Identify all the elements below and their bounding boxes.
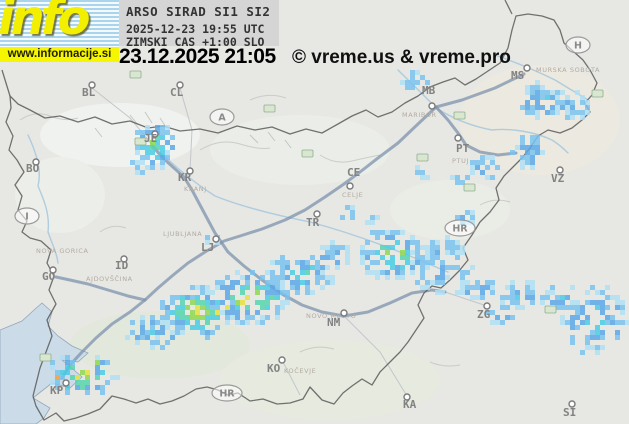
road-shield: [591, 89, 604, 98]
road-shield: [39, 353, 52, 362]
place-name: LJUBLJANA: [163, 230, 202, 238]
city-marker: [62, 379, 70, 387]
country-badge-label: A: [218, 113, 226, 124]
road-shield: [463, 183, 476, 192]
city-marker: [568, 400, 576, 408]
country-badge-oval: [211, 384, 243, 402]
slovenia-border: [5, 13, 598, 422]
station-title: ARSO SIRAD SI1 SI2: [126, 4, 271, 19]
city-marker: [346, 182, 354, 190]
place-name: NOVO MESTO: [306, 312, 356, 320]
info-logo[interactable]: info: [0, 0, 119, 47]
city-marker: [556, 166, 564, 174]
city-label: ID: [115, 259, 129, 272]
road-shield: [263, 104, 276, 113]
country-badge-oval: [444, 219, 476, 237]
road-shield: [544, 305, 557, 314]
city-label: CE: [347, 166, 360, 179]
country-badge-label: HR: [219, 389, 235, 400]
informacije-link[interactable]: www.informacije.si: [0, 47, 119, 62]
city-label: PT: [456, 142, 470, 155]
place-name: NOVA GORICA: [36, 247, 89, 255]
city-label: VŽ: [551, 172, 565, 185]
city-label: MS: [511, 69, 524, 82]
city-label: KR: [178, 171, 192, 184]
city-marker: [32, 158, 40, 166]
place-name: KRANJ: [184, 185, 207, 193]
city-label: KA: [403, 398, 417, 411]
city-marker: [483, 302, 491, 310]
country-badges-layer: I A H HR HR: [14, 36, 591, 402]
city-marker: [278, 356, 286, 364]
city-label: CL: [170, 86, 184, 99]
city-label: KP: [50, 384, 64, 397]
city-marker: [212, 235, 220, 243]
city-label: BL: [82, 86, 96, 99]
radar-header: ARSO SIRAD SI1 SI2 2025-12-23 19:55 UTC …: [119, 0, 279, 49]
road-shields-layer: [39, 70, 604, 362]
city-label: NM: [327, 316, 341, 329]
country-badge-oval: [14, 207, 40, 225]
city-marker: [454, 134, 462, 142]
place-name: CELJE: [342, 191, 363, 199]
city-label: LJ: [201, 241, 214, 254]
country-badge-label: I: [25, 212, 29, 223]
road-shield: [134, 137, 147, 146]
place-name: MURSKA SOBOTA: [536, 66, 600, 74]
city-marker: [49, 266, 57, 274]
place-name: MARIBOR: [402, 111, 437, 119]
info-logo-text: info: [0, 0, 91, 46]
road-shield: [416, 153, 429, 162]
road-shield: [453, 111, 466, 120]
city-label: KO: [267, 362, 281, 375]
city-marker: [340, 309, 348, 317]
country-badge-oval: [565, 36, 591, 54]
radar-echo-layer: [50, 70, 629, 395]
place-name: AJDOVŠČINA: [86, 274, 133, 283]
city-marker: [186, 167, 194, 175]
city-label: JE: [144, 132, 157, 145]
city-marker: [88, 81, 96, 89]
city-label: TR: [306, 216, 320, 229]
city-label: SI: [563, 406, 576, 419]
utc-time: 2025-12-23 19:55 UTC: [126, 22, 265, 36]
city-marker: [151, 130, 159, 138]
foreign-borders: [1, 0, 513, 97]
city-label: MB: [422, 84, 436, 97]
city-marker: [523, 64, 531, 72]
place-name: KOČEVJE: [284, 366, 316, 375]
place-name: PTUJ: [452, 157, 469, 165]
city-label: ZG: [477, 308, 491, 321]
contour-decoration: [19, 94, 511, 367]
city-marker: [313, 210, 321, 218]
road-shield: [129, 70, 142, 79]
city-labels-layer: BL CL JE KR BO GO ID LJ CE TR MB PT MS VŽ NM KO KP ZG KA SI: [26, 69, 576, 419]
place-names-layer: MARIBOR MURSKA SOBOTA KRANJ LJUBLJANA CELJE N…: [36, 66, 600, 375]
country-badge-label: HR: [452, 224, 468, 235]
country-badge-oval: [209, 108, 235, 126]
copyright-text: © vreme.us & vreme.pro: [292, 47, 511, 68]
city-label: BO: [26, 162, 40, 175]
local-time-note: ZIMSKI CAS +1:00 SLO: [126, 34, 265, 49]
city-marker: [120, 255, 128, 263]
local-timestamp: 23.12.2025 21:05: [119, 45, 276, 68]
country-badge-label: H: [574, 41, 582, 52]
city-marker: [403, 393, 411, 401]
city-markers-layer: [32, 64, 576, 408]
city-marker: [428, 102, 436, 110]
road-shield: [301, 149, 314, 158]
city-label: GO: [42, 270, 56, 283]
city-marker: [176, 81, 184, 89]
terrain-layer: [15, 65, 620, 420]
